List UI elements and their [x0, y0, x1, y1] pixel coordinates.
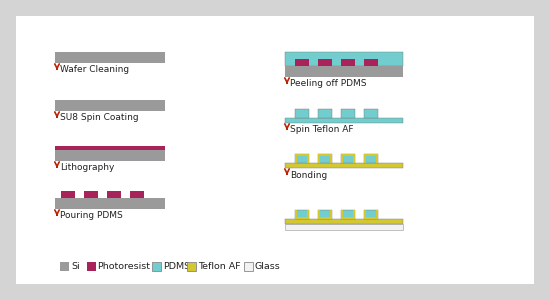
Bar: [364, 109, 378, 118]
Bar: [187, 262, 196, 271]
Bar: [318, 154, 320, 163]
Bar: [285, 163, 403, 168]
Bar: [152, 262, 161, 271]
Bar: [86, 262, 96, 271]
Bar: [285, 224, 403, 230]
Bar: [318, 59, 332, 66]
Text: Glass: Glass: [255, 262, 280, 271]
Text: Teflon AF: Teflon AF: [198, 262, 241, 271]
Bar: [376, 210, 378, 219]
Bar: [285, 219, 403, 224]
Bar: [307, 154, 309, 163]
Bar: [353, 154, 355, 163]
Bar: [364, 210, 378, 219]
Bar: [55, 150, 165, 161]
Bar: [376, 154, 378, 163]
Bar: [295, 154, 309, 156]
Text: Lithography: Lithography: [60, 164, 114, 172]
Text: SU8 Spin Coating: SU8 Spin Coating: [60, 113, 139, 122]
Bar: [364, 210, 366, 219]
Bar: [318, 154, 332, 156]
Bar: [364, 154, 366, 163]
Bar: [341, 59, 355, 66]
Bar: [364, 59, 378, 66]
Bar: [285, 118, 403, 123]
Bar: [341, 109, 355, 118]
Bar: [318, 109, 332, 118]
Text: Wafer Cleaning: Wafer Cleaning: [60, 65, 129, 74]
Bar: [61, 191, 75, 198]
Bar: [295, 154, 309, 163]
Bar: [295, 109, 309, 118]
Bar: [130, 191, 144, 198]
Bar: [84, 191, 98, 198]
Bar: [307, 210, 309, 219]
Bar: [341, 210, 343, 219]
Text: Photoresist: Photoresist: [97, 262, 151, 271]
Bar: [341, 154, 343, 163]
Bar: [318, 217, 332, 219]
Bar: [295, 154, 297, 163]
Bar: [341, 210, 355, 219]
Bar: [285, 66, 403, 77]
Bar: [318, 210, 320, 219]
Text: Bonding: Bonding: [290, 170, 327, 179]
Bar: [295, 210, 297, 219]
Text: Si: Si: [71, 262, 80, 271]
Bar: [244, 262, 253, 271]
Bar: [295, 59, 309, 66]
Bar: [364, 154, 378, 156]
Bar: [364, 154, 378, 163]
Bar: [55, 146, 165, 150]
Bar: [318, 154, 332, 163]
Text: Peeling off PDMS: Peeling off PDMS: [290, 80, 366, 88]
Text: Spin Teflon AF: Spin Teflon AF: [290, 125, 354, 134]
Bar: [341, 154, 355, 156]
Bar: [55, 52, 165, 63]
Text: Pouring PDMS: Pouring PDMS: [60, 212, 123, 220]
Bar: [285, 52, 403, 66]
Bar: [16, 16, 534, 284]
Bar: [107, 191, 121, 198]
Text: PDMS: PDMS: [163, 262, 190, 271]
Bar: [60, 262, 69, 271]
Bar: [353, 210, 355, 219]
Bar: [318, 210, 332, 219]
Bar: [55, 100, 165, 111]
Bar: [364, 217, 378, 219]
Bar: [341, 217, 355, 219]
Bar: [295, 217, 309, 219]
Bar: [55, 198, 165, 209]
Bar: [330, 210, 332, 219]
Bar: [330, 154, 332, 163]
Bar: [341, 154, 355, 163]
Bar: [295, 210, 309, 219]
